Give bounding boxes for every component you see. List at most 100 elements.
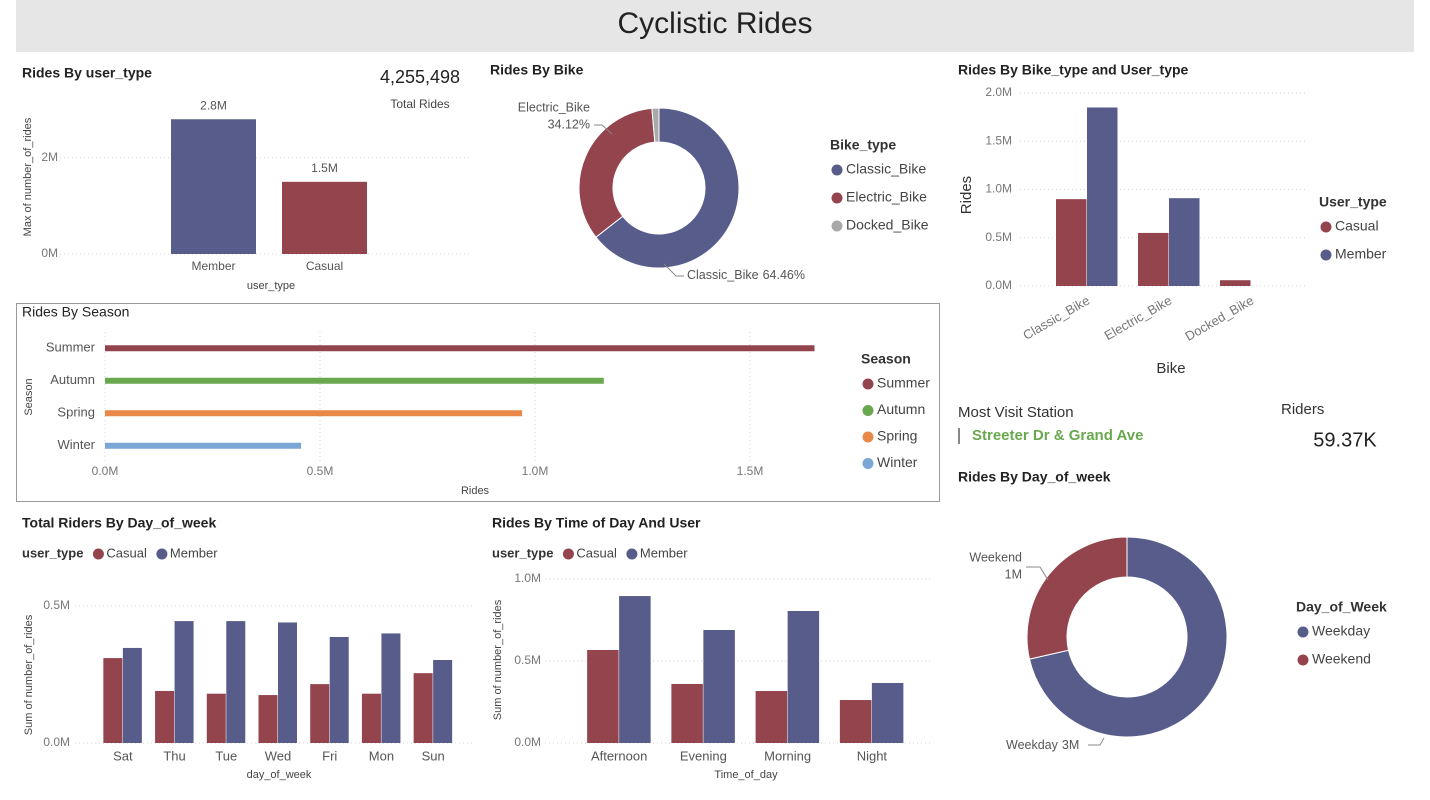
y-axis-title: Season	[23, 378, 35, 415]
y-tick-label: 0.0M	[514, 735, 541, 749]
bar	[1169, 198, 1200, 286]
bar	[103, 658, 123, 743]
pie-slice	[578, 107, 656, 238]
bar	[871, 682, 904, 743]
x-tick-label: Thu	[163, 748, 185, 763]
x-tick-label: Sun	[422, 748, 445, 763]
legend-label: Casual	[576, 545, 617, 560]
chart-title: Total Riders By Day_of_week	[22, 515, 216, 531]
legend-title: Bike_type	[830, 137, 896, 153]
bar	[433, 659, 453, 743]
x-axis-title: Bike	[1156, 360, 1185, 377]
legend-swatch	[562, 548, 574, 560]
y-tick-label: 2.0M	[985, 85, 1012, 99]
y-tick-label: 0.5M	[43, 598, 70, 612]
chart-title: Rides By user_type	[22, 65, 152, 81]
slice-label: 34.12%	[548, 117, 590, 131]
bar	[1087, 107, 1118, 286]
y-tick-label: 0.0M	[985, 278, 1012, 292]
legend-label: Electric_Bike	[846, 189, 927, 205]
y-axis-title: Sum of number_of_rides	[492, 599, 504, 720]
x-tick-label: Docked_Bike	[1182, 293, 1256, 344]
y-tick-label: 1.0M	[985, 182, 1012, 196]
bar	[105, 410, 523, 417]
y-tick-label: 0M	[41, 246, 58, 260]
chart-title: Rides By Bike_type and User_type	[958, 62, 1189, 78]
bar	[755, 691, 788, 743]
y-tick-label: 0.0M	[43, 735, 70, 749]
bar	[619, 596, 651, 743]
x-tick-label: 0.5M	[307, 464, 334, 478]
kpi-value: 4,255,498	[380, 67, 460, 87]
bar	[282, 181, 367, 254]
leader-line	[1088, 737, 1105, 746]
legend-title: User_type	[1319, 194, 1387, 210]
x-tick-label: Electric_Bike	[1102, 293, 1175, 344]
y-tick-label: 0.5M	[514, 653, 541, 667]
card-label: Most Visit Station	[958, 404, 1074, 421]
bar	[226, 621, 246, 743]
slice-label: Weekday 3M	[1006, 738, 1079, 752]
bar	[1056, 199, 1087, 286]
bar	[1138, 232, 1169, 286]
x-tick-label: Wed	[265, 748, 292, 763]
legend-label: Weekday	[1312, 623, 1370, 639]
header-bar	[16, 0, 1414, 52]
legend-label: Member	[640, 545, 688, 560]
legend-swatch	[156, 548, 168, 560]
x-axis-title: Rides	[461, 485, 490, 497]
bar	[671, 683, 703, 743]
slice-label-value: 3M	[1062, 738, 1079, 752]
legend-swatch	[1320, 249, 1332, 261]
x-axis-title: day_of_week	[247, 769, 312, 781]
bar	[155, 690, 175, 743]
card-accent	[958, 428, 960, 444]
y-axis-title: Rides	[958, 176, 975, 214]
bar	[171, 119, 256, 254]
legend-swatch	[831, 192, 843, 204]
slice-label-name: Weekday	[1006, 738, 1059, 752]
legend-label: Summer	[877, 375, 930, 391]
legend-swatch	[1297, 654, 1309, 666]
panel-border	[16, 303, 940, 502]
legend-swatch	[862, 431, 874, 443]
bar	[413, 673, 433, 743]
x-tick-label: Evening	[680, 748, 727, 763]
y-tick-label: Winter	[57, 437, 95, 452]
x-tick-label: Classic_Bike	[1020, 293, 1092, 343]
leader-line	[1026, 566, 1049, 581]
bar	[703, 630, 735, 743]
y-tick-label: Spring	[57, 405, 95, 420]
bar	[587, 650, 619, 743]
chart-title: Rides By Season	[22, 304, 129, 320]
x-tick-label: Sat	[113, 748, 133, 763]
y-tick-label: 0.5M	[985, 230, 1012, 244]
x-tick-label: Member	[191, 259, 235, 273]
x-tick-label: Fri	[322, 748, 337, 763]
chart-title: Rides By Time of Day And User	[492, 515, 701, 531]
slice-label-name: Classic_Bike	[687, 268, 759, 282]
bar	[105, 345, 815, 352]
y-axis-title: Max of number_of_rides	[22, 117, 34, 236]
y-tick-label: 1.5M	[985, 133, 1012, 147]
x-tick-label: Casual	[306, 259, 343, 273]
legend-label: Casual	[106, 545, 147, 560]
legend-title: Season	[861, 351, 911, 367]
data-label: 1.5M	[311, 161, 338, 175]
bar	[206, 693, 226, 743]
bar	[839, 700, 872, 743]
legend-title: Day_of_Week	[1296, 599, 1387, 615]
legend-swatch	[862, 405, 874, 416]
legend-swatch	[831, 164, 843, 176]
x-tick-label: 1.5M	[737, 464, 764, 478]
legend-label: Member	[1335, 246, 1387, 262]
pie-slice	[595, 107, 740, 269]
x-tick-label: 1.0M	[522, 464, 549, 478]
leader-line	[594, 124, 613, 135]
legend-label: Spring	[877, 428, 917, 444]
bar	[787, 610, 820, 743]
y-tick-label: 2M	[41, 150, 58, 164]
bar	[105, 377, 604, 384]
legend-swatch	[626, 548, 638, 560]
